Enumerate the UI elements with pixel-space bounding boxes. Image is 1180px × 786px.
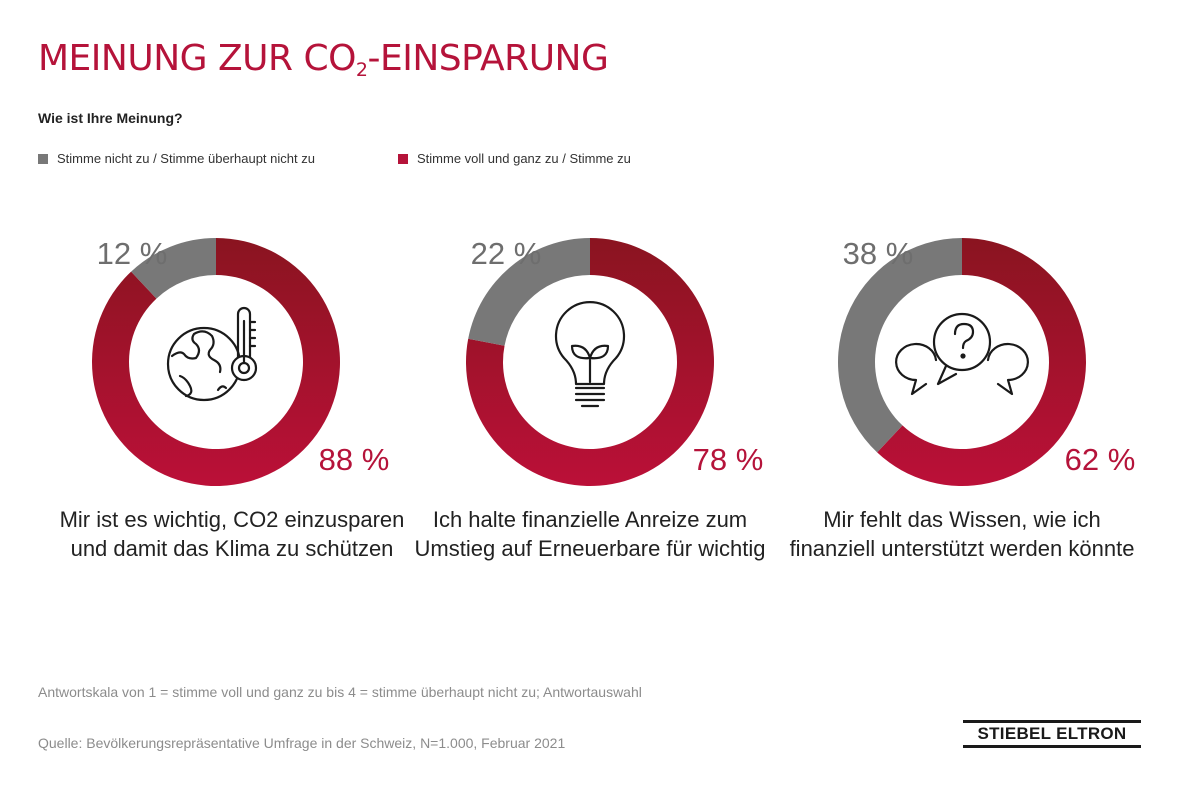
donut-1-agree-label: 88 % [319, 442, 390, 477]
donut-1-disagree-slice [131, 238, 216, 299]
legend-item-agree: Stimme voll und ganz zu / Stimme zu [398, 151, 631, 166]
donut-charts: 12 % 88 % 22 % 78 % 38 % 62 % [92, 236, 1136, 487]
donut-1-agree-slice [92, 238, 340, 486]
chart-1-caption: Mir ist es wichtig, CO2 einzusparen und … [59, 507, 405, 561]
title-main: MEINUNG ZUR CO [38, 38, 356, 79]
scale-note: Antwortskala von 1 = stimme voll und gan… [38, 684, 642, 700]
stiebel-eltron-logo: STIEBEL ELTRON [963, 720, 1141, 748]
legend-label-disagree: Stimme nicht zu / Stimme überhaupt nicht… [57, 151, 315, 166]
globe-thermometer-icon [166, 306, 258, 402]
donut-3-agree-slice [877, 238, 1086, 487]
donut-3-disagree-label: 38 % [843, 236, 914, 271]
chart-3-caption: Mir fehlt das Wissen, wie ich finanziell… [789, 507, 1135, 561]
legend-label-agree: Stimme voll und ganz zu / Stimme zu [417, 151, 631, 166]
logo-text: STIEBEL ELTRON [977, 724, 1127, 743]
question-speech-bubbles-icon [895, 312, 1029, 396]
donut-2-disagree-slice [468, 238, 590, 346]
donut-2-agree-label: 78 % [693, 442, 764, 477]
title-subscript: 2 [355, 59, 368, 81]
donut-3-agree-label: 62 % [1065, 442, 1136, 477]
title-rest: -EINSPARUNG [367, 38, 609, 79]
legend-item-disagree: Stimme nicht zu / Stimme überhaupt nicht… [38, 151, 315, 166]
donut-1-disagree-label: 12 % [97, 236, 168, 271]
legend-swatch-disagree [38, 153, 48, 164]
donut-2-disagree-label: 22 % [471, 236, 542, 271]
source-note: Quelle: Bevölkerungsrepräsentative Umfra… [38, 735, 566, 751]
chart-2-caption: Ich halte finanzielle Anreize zum Umstie… [414, 507, 766, 561]
donut-3-disagree-slice [837, 238, 962, 453]
question-heading: Wie ist Ihre Meinung? [38, 110, 183, 126]
legend-swatch-agree [398, 153, 408, 164]
lightbulb-sprout-icon [554, 300, 626, 408]
donut-2-agree-slice [466, 238, 714, 486]
page-title: MEINUNG ZUR CO2-EINSPARUNG [38, 38, 609, 81]
